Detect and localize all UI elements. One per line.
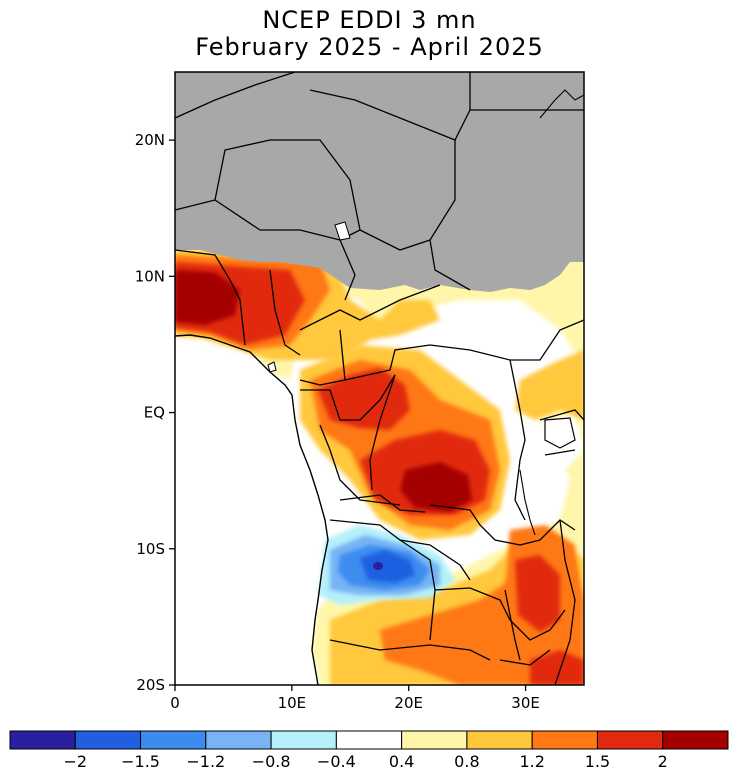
- lake-tanganyika: [519, 469, 536, 536]
- colorbar: −2 −1.5 −1.2 −0.8 −0.4 0.4 0.8 1.2 1.5 2: [9, 730, 729, 771]
- anomaly-red-southeast: [530, 650, 584, 685]
- lon-tick-label: 0: [170, 694, 180, 712]
- anomaly-darkblue: [373, 562, 383, 570]
- lon-tick-label: 20E: [394, 694, 423, 712]
- map-title: NCEP EDDI 3 mn: [262, 6, 477, 34]
- lat-tick-label: 10N: [135, 267, 165, 285]
- lat-tick-label: 20S: [136, 676, 165, 694]
- coastline: [175, 334, 329, 685]
- colorbar-label: −2: [63, 752, 87, 771]
- colorbar-label: 1.5: [585, 752, 610, 771]
- longitude-axis: 0 10E 20E 30E: [170, 685, 540, 712]
- lat-tick-label: EQ: [144, 404, 165, 422]
- colorbar-swatch: [662, 730, 729, 750]
- colorbar-label: 2: [658, 752, 668, 771]
- colorbar-swatch: [596, 730, 664, 750]
- latitude-axis: 20N 10N EQ 10S 20S: [135, 131, 175, 694]
- colorbar-swatch: [270, 730, 337, 750]
- lon-tick-label: 10E: [278, 694, 307, 712]
- colorbar-label: 0.4: [389, 752, 414, 771]
- map-subtitle: February 2025 - April 2025: [195, 33, 544, 61]
- lon-tick-label: 30E: [511, 694, 540, 712]
- country-borders: [175, 72, 584, 685]
- anomaly-darkred-west: [175, 270, 240, 325]
- anomaly-orange-east: [515, 350, 584, 420]
- colorbar-swatch: [466, 730, 533, 750]
- colorbar-label: −0.4: [317, 752, 356, 771]
- anomaly-deepblue: [360, 550, 415, 583]
- plot-frame: [174, 71, 585, 686]
- lake-victoria: [544, 417, 576, 449]
- masked-region: [175, 72, 584, 292]
- anomaly-darkred-congo: [400, 462, 472, 512]
- red-sea-coast: [539, 89, 584, 119]
- colorbar-label: −1.2: [186, 752, 225, 771]
- colorbar-swatch: [335, 730, 403, 750]
- colorbar-swatch: [9, 730, 76, 750]
- lat-tick-label: 10S: [136, 540, 165, 558]
- lake-chad: [334, 221, 351, 241]
- lat-tick-label: 20N: [135, 131, 165, 149]
- colorbar-label: −1.5: [121, 752, 160, 771]
- colorbar-swatch: [401, 730, 468, 750]
- colorbar-swatch: [140, 730, 207, 750]
- anomaly-red-zambia: [515, 555, 560, 632]
- colorbar-label: −0.8: [252, 752, 291, 771]
- anomaly-red-gabon: [318, 368, 410, 430]
- colorbar-label: 0.8: [454, 752, 479, 771]
- colorbar-label: 1.2: [519, 752, 544, 771]
- bioko-island: [267, 361, 277, 373]
- colorbar-swatch: [205, 730, 272, 750]
- colorbar-swatch: [74, 730, 142, 750]
- colorbar-swatch: [531, 730, 598, 750]
